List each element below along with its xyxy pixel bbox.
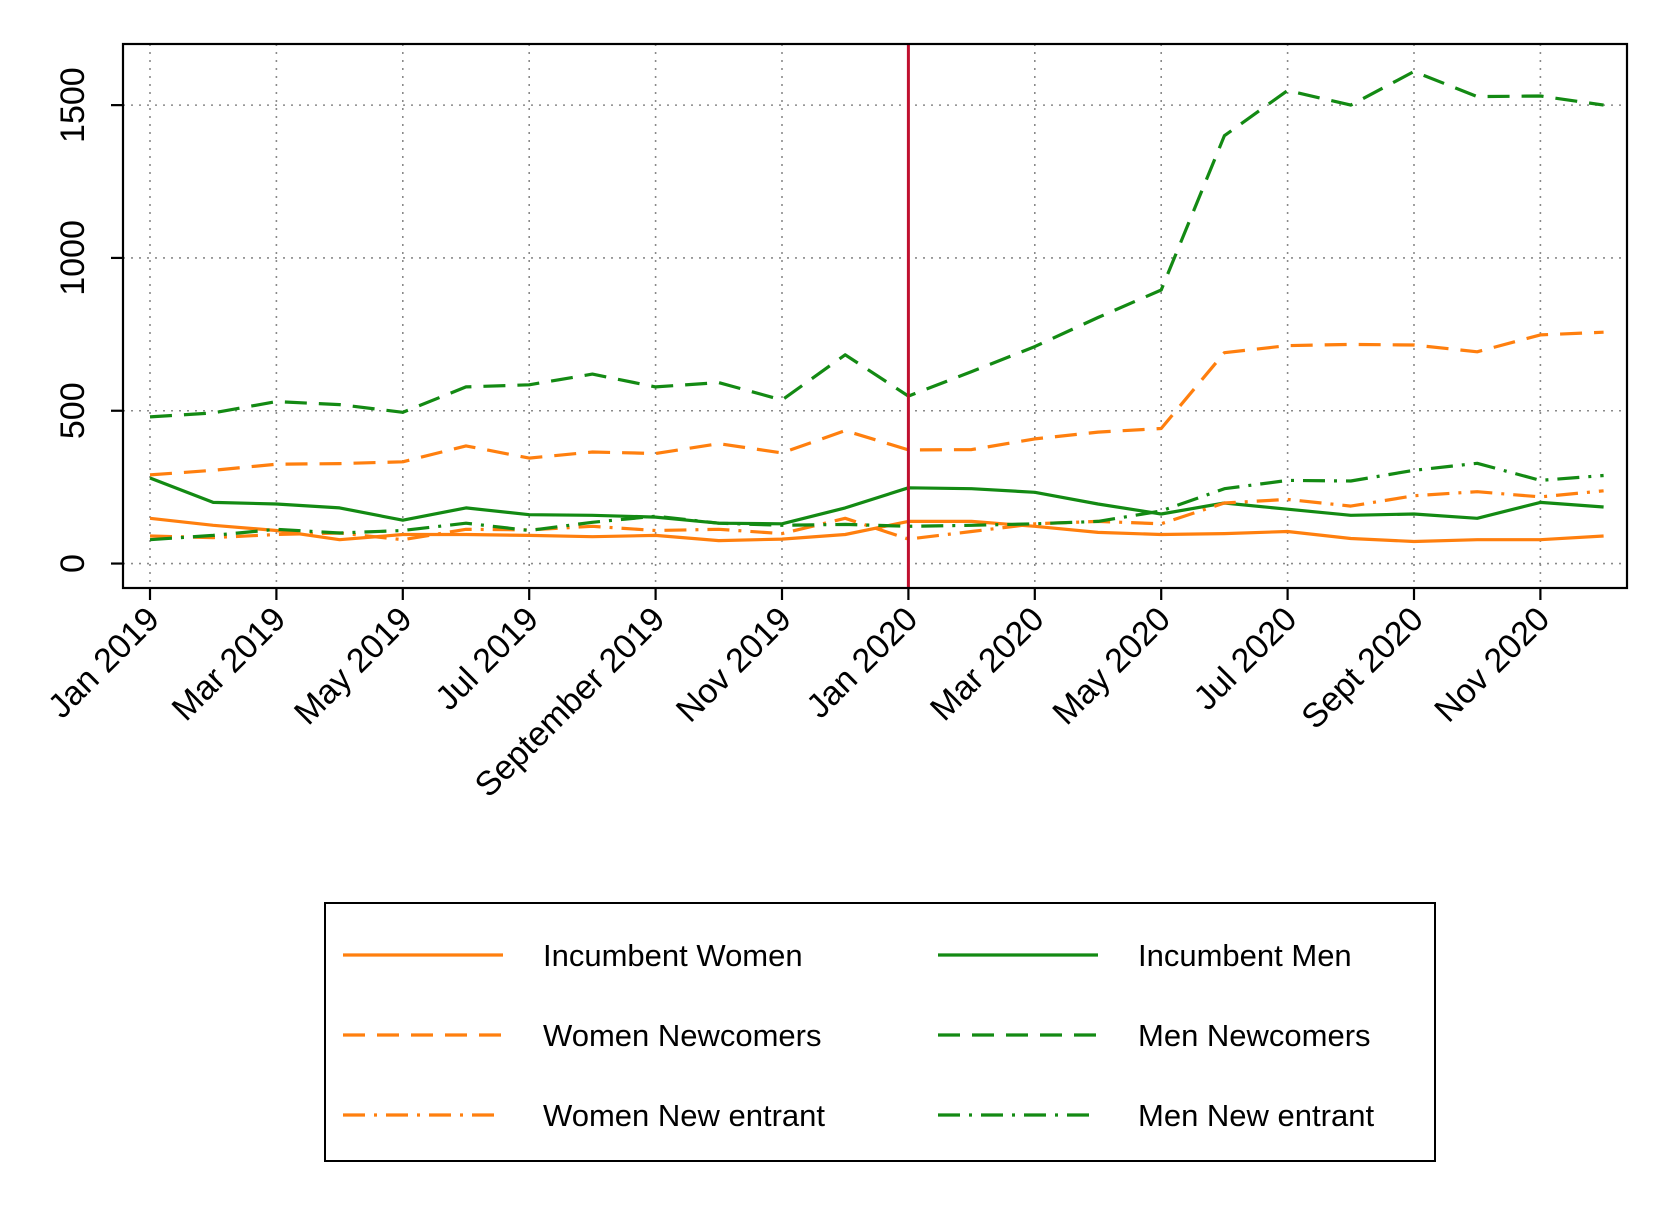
x-tick-label-jan-2020: Jan 2020 [799,600,925,726]
plot-frame [121,42,1629,590]
x-tick-label-jul-2019: Jul 2019 [428,600,546,718]
y-tick-label-0: 0 [54,554,92,573]
x-tick-label-nov-2019: Nov 2019 [669,600,799,730]
legend-label-men-newcomers: Men Newcomers [1138,1018,1371,1053]
x-tick-label-may-2019: May 2019 [287,600,419,732]
series-lines [149,69,1604,544]
series-line-women-newcomers [149,330,1604,477]
legend-label-incumbent-men: Incumbent Men [1138,938,1352,973]
x-tick-label-nov-2020: Nov 2020 [1427,600,1557,730]
y-tick-label-1000: 1000 [54,220,92,296]
y-tick-label-500: 500 [54,382,92,439]
grid-lines [123,44,1627,588]
series-line-men-newcomers [149,69,1604,419]
legend-label-women-new-entrant: Women New entrant [543,1098,825,1133]
legend-box [324,902,1436,1162]
legend-label-incumbent-women: Incumbent Women [543,938,803,973]
series-line-women-new-entrant [149,489,1604,542]
y-tick-label-1500: 1500 [54,67,92,143]
x-tick-label-mar-2019: Mar 2019 [165,600,293,728]
legend-label-men-new-entrant: Men New entrant [1138,1098,1374,1133]
legend: Incumbent Women Incumbent Men Women Newcom… [324,902,1436,1162]
x-tick-label-sept-2020: Sept 2020 [1294,600,1430,736]
legend-label-women-newcomers: Women Newcomers [543,1018,822,1053]
x-tick-label-jul-2020: Jul 2020 [1187,600,1305,718]
x-tick-label-jan-2019: Jan 2019 [41,600,167,726]
x-tick-label-mar-2020: Mar 2020 [923,600,1051,728]
x-tick-label-may-2020: May 2020 [1045,600,1177,732]
series-line-incumbent-men [149,476,1604,526]
series-line-men-new-entrant [149,461,1604,542]
